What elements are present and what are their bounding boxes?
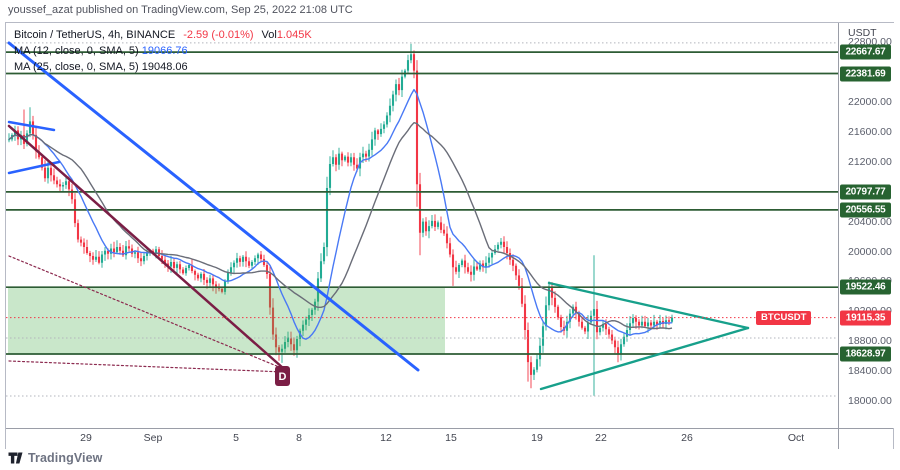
ma12-legend-row[interactable]: MA (12, close, 0, SMA, 5) 19066.76	[14, 43, 312, 59]
symbol-title: Bitcoin / TetherUS, 4h, BINANCE	[14, 29, 176, 41]
chart-widget: D Bitcoin / TetherUS, 4h, BINANCE -2.59 (…	[5, 22, 894, 449]
trendline-maroon-dotted-lower[interactable]	[8, 360, 285, 373]
level-price-badge: 20797.77	[840, 184, 891, 200]
d-marker-badge[interactable]	[275, 366, 290, 386]
ma25-value: 19048.06	[141, 61, 188, 73]
volume-value: 1.045K	[276, 29, 312, 41]
price-tick-label: 18800.00	[848, 335, 892, 348]
pennant-lower-line[interactable]	[539, 326, 750, 391]
price-unit-label: USDT	[848, 27, 877, 39]
current-price-badge: 19115.35	[840, 310, 891, 326]
price-scale[interactable]: USDT 22800.00 22000.00 21600.00 21200.00 204…	[838, 23, 894, 428]
level-price-badge: 22667.67	[840, 44, 891, 60]
price-tick-label: 21600.00	[848, 125, 892, 138]
chart-legend: Bitcoin / TetherUS, 4h, BINANCE -2.59 (-0…	[14, 27, 312, 75]
ma12-line[interactable]	[8, 88, 673, 340]
time-tick-label: Sep	[143, 432, 163, 444]
pennant-upper-line[interactable]	[547, 281, 750, 330]
time-tick-label: 15	[445, 432, 457, 444]
time-tick-label: 19	[531, 432, 543, 444]
ma25-line[interactable]	[8, 121, 673, 330]
symbol-legend-row[interactable]: Bitcoin / TetherUS, 4h, BINANCE -2.59 (-0…	[14, 27, 312, 43]
ma12-value: 19066.76	[141, 45, 188, 57]
level-price-badge: 18628.97	[840, 346, 891, 362]
time-tick-label: Oct	[787, 432, 805, 444]
chart-pane[interactable]: D Bitcoin / TetherUS, 4h, BINANCE -2.59 (…	[6, 23, 838, 428]
axis-divider	[838, 429, 839, 449]
d-marker-label: D	[279, 371, 287, 383]
time-tick-label: 12	[380, 432, 392, 444]
published-info: youssef_azat published on TradingView.co…	[8, 4, 353, 16]
volume-label: Vol	[261, 29, 277, 41]
time-tick-label: 29	[80, 432, 92, 444]
time-tick-label: 26	[681, 432, 693, 444]
ma25-label: MA (25, close, 0, SMA, 5)	[14, 61, 139, 73]
ma12-label: MA (12, close, 0, SMA, 5)	[14, 45, 139, 57]
support-zone-rect[interactable]	[8, 287, 445, 354]
time-tick-label: 5	[233, 432, 239, 444]
time-tick-label: 8	[296, 432, 302, 444]
time-tick-label: 22	[595, 432, 607, 444]
price-tick-label: 22000.00	[848, 96, 892, 108]
price-change: -2.59 (-0.01%)	[183, 29, 254, 41]
price-tick-label: 21200.00	[848, 155, 892, 168]
chart-canvas[interactable]: D	[6, 23, 838, 428]
trendline-downtrend-main-blue[interactable]	[7, 41, 420, 372]
price-tick-label: 20400.00	[848, 215, 892, 228]
trendline-maroon-dotted-upper[interactable]	[8, 255, 285, 370]
trendline-blue-segment-upper[interactable]	[7, 120, 56, 132]
level-price-badge: 19522.46	[840, 279, 891, 295]
price-tick-label: 20000.00	[848, 245, 892, 258]
tradingview-brand-text: TradingView	[28, 451, 103, 465]
level-price-badge: 20556.55	[840, 202, 891, 218]
price-tick-label: 18000.00	[848, 395, 892, 407]
level-price-badge: 22381.69	[840, 66, 891, 81]
price-tick-label: 18400.00	[848, 365, 892, 378]
ma25-legend-row[interactable]: MA (25, close, 0, SMA, 5) 19048.06	[14, 59, 312, 75]
tradingview-footer[interactable]: TradingView	[8, 451, 103, 465]
tradingview-logo-icon	[8, 452, 23, 464]
symbol-price-flag: BTCUSDT	[756, 310, 812, 325]
trendline-downtrend-maroon[interactable]	[7, 124, 285, 370]
time-axis[interactable]: 29 Sep 5 8 12 15 19 22 26 Oct	[6, 428, 893, 449]
